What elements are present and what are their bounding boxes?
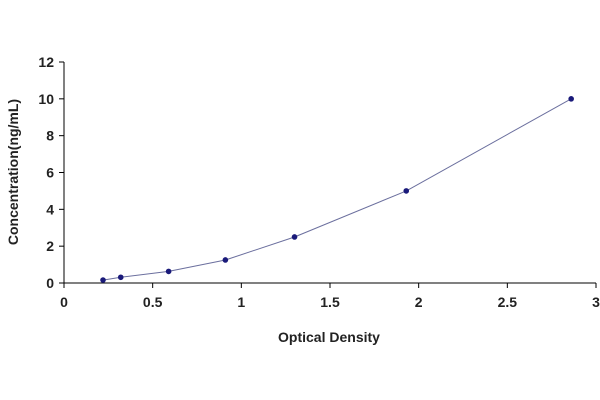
y-tick-label: 12 (38, 54, 54, 70)
x-tick-label: 0 (60, 294, 68, 310)
data-point (403, 188, 410, 194)
data-point (117, 274, 124, 281)
y-tick-label: 6 (46, 165, 54, 181)
fit-curve (102, 98, 572, 281)
data-point (568, 96, 574, 102)
x-tick-label: 3 (592, 294, 600, 310)
x-axis-title: Optical Density (278, 329, 380, 345)
data-point (291, 234, 298, 240)
x-tick-label: 2.5 (498, 294, 518, 310)
y-tick-label: 8 (46, 128, 54, 144)
data-point (100, 277, 106, 283)
x-tick-label: 1.5 (320, 294, 340, 310)
data-point (165, 268, 172, 275)
data-point (222, 257, 229, 263)
x-tick-label: 0.5 (143, 294, 163, 310)
plot-area: 0 2 4 6 8 10 12 0 0.5 1 1.5 2 2.5 3 (38, 54, 600, 310)
y-tick-label: 10 (38, 91, 54, 107)
x-tick-label: 1 (237, 294, 245, 310)
y-axis-title: Concentration(ng/mL) (5, 99, 21, 245)
x-tick-label: 2 (415, 294, 423, 310)
y-tick-label: 0 (46, 275, 54, 291)
y-tick-label: 2 (46, 238, 54, 254)
y-tick-label: 4 (46, 201, 54, 217)
